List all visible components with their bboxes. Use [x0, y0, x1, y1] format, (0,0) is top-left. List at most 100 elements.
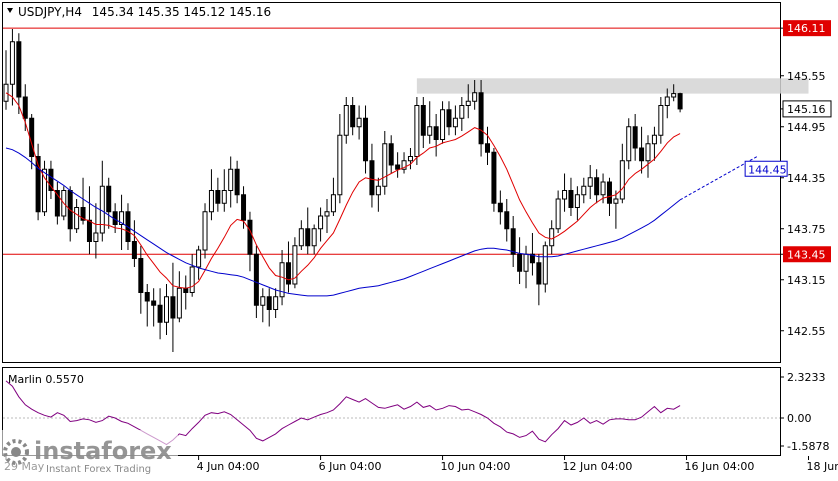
candle-body [524, 254, 528, 271]
candle-body [331, 195, 335, 212]
indicator-tick-label: 0.00 [787, 412, 812, 425]
candle-body [601, 182, 605, 195]
candle-body [543, 246, 547, 284]
candle-body [537, 263, 541, 284]
candle-body [94, 233, 98, 242]
candle-body [652, 135, 656, 144]
price-label: 145.55 [787, 70, 826, 83]
candle-body [479, 93, 483, 144]
candle-body [274, 297, 278, 310]
price-label: 144.95 [787, 121, 826, 134]
candle-body [139, 259, 143, 293]
candle-body [466, 101, 470, 105]
candle-body [460, 106, 464, 119]
candle-body [49, 169, 53, 190]
candle-body [4, 84, 8, 101]
candle-body [312, 229, 316, 246]
candle-body [447, 110, 451, 127]
price-label-level: 143.45 [787, 248, 826, 261]
candle-body [492, 152, 496, 203]
candle-body [165, 297, 169, 323]
candle-body [10, 42, 14, 85]
candle-body [235, 169, 239, 195]
symbol-timeframe: USDJPY,H4 [18, 5, 82, 19]
candle-body [640, 148, 644, 161]
candle-body [614, 199, 618, 203]
candle-body [582, 186, 586, 195]
candle-body [415, 106, 419, 157]
price-label-level: 146.11 [787, 22, 826, 35]
candle-body [75, 208, 79, 229]
candle-body [357, 118, 361, 127]
candle-body [319, 216, 323, 229]
indicator-tick-label: -1.5878 [787, 440, 829, 453]
indicator-label: Marlin 0.5570 [8, 373, 84, 386]
candle-body [344, 106, 348, 136]
candle-body [486, 144, 490, 153]
chart-header: USDJPY,H4 145.34 145.35 145.12 145.16 [7, 5, 271, 19]
candle-body [177, 288, 181, 318]
price-label: 142.55 [787, 325, 826, 338]
candle-body [229, 169, 233, 190]
candle-body [563, 191, 567, 200]
candle-body [550, 229, 554, 246]
candle-body [518, 254, 522, 271]
candle-body [659, 106, 663, 136]
candle-body [421, 106, 425, 136]
candle-body [254, 254, 258, 305]
time-tick-label: 16 Jun 04:00 [685, 460, 755, 473]
candle-body [216, 191, 220, 204]
svg-text:USDJPY,H4 145.34 145.3: USDJPY,H4 145.34 145.35 145.12 145.16 [18, 5, 271, 19]
candle-body [267, 297, 271, 310]
candle-body [261, 297, 265, 306]
candle-body [190, 267, 194, 293]
candle-body [158, 305, 162, 322]
candle-body [351, 106, 355, 127]
candle-body [569, 191, 573, 208]
candle-body [197, 250, 201, 267]
candle-body [473, 93, 477, 102]
indicator-tick-label: 2.3233 [787, 371, 826, 384]
candle-body [325, 212, 329, 216]
candle-body [209, 191, 213, 212]
watermark-brand: instaforex [34, 437, 172, 465]
candle-body [248, 220, 252, 254]
candle-body [453, 118, 457, 127]
candle-body [306, 229, 310, 246]
candle-body [203, 212, 207, 250]
candle-body [242, 195, 246, 221]
candle-body [595, 178, 599, 195]
candle-body [364, 118, 368, 161]
watermark-tagline: Instant Forex Trading [46, 464, 151, 475]
time-tick-label: 6 Jun 04:00 [319, 460, 382, 473]
candle-body [107, 186, 111, 212]
price-label: 143.75 [787, 223, 826, 236]
candle-body [556, 199, 560, 229]
candle-body [396, 165, 400, 169]
candle-body [87, 220, 91, 241]
candle-body [627, 127, 631, 161]
candle-body [672, 94, 676, 97]
candle-body [376, 186, 380, 195]
candle-body [338, 135, 342, 195]
target-label: 144.45 [748, 163, 787, 176]
candle-body [441, 110, 445, 140]
candle-body [389, 144, 393, 165]
candle-body [299, 229, 303, 246]
candle-body [132, 242, 136, 259]
candle-body [633, 127, 637, 148]
time-tick-label: 4 Jun 04:00 [197, 460, 260, 473]
candle-body [184, 288, 188, 292]
price-label: 144.35 [787, 172, 826, 185]
candle-body [646, 144, 650, 161]
candle-body [620, 161, 624, 199]
candle-body [222, 191, 226, 204]
price-label-current: 145.16 [787, 103, 826, 116]
time-tick-label: 18 Jun 04:00 [807, 460, 838, 473]
candle-body [23, 97, 27, 118]
candle-body [575, 195, 579, 208]
candle-body [434, 127, 438, 140]
candle-body [17, 42, 21, 97]
